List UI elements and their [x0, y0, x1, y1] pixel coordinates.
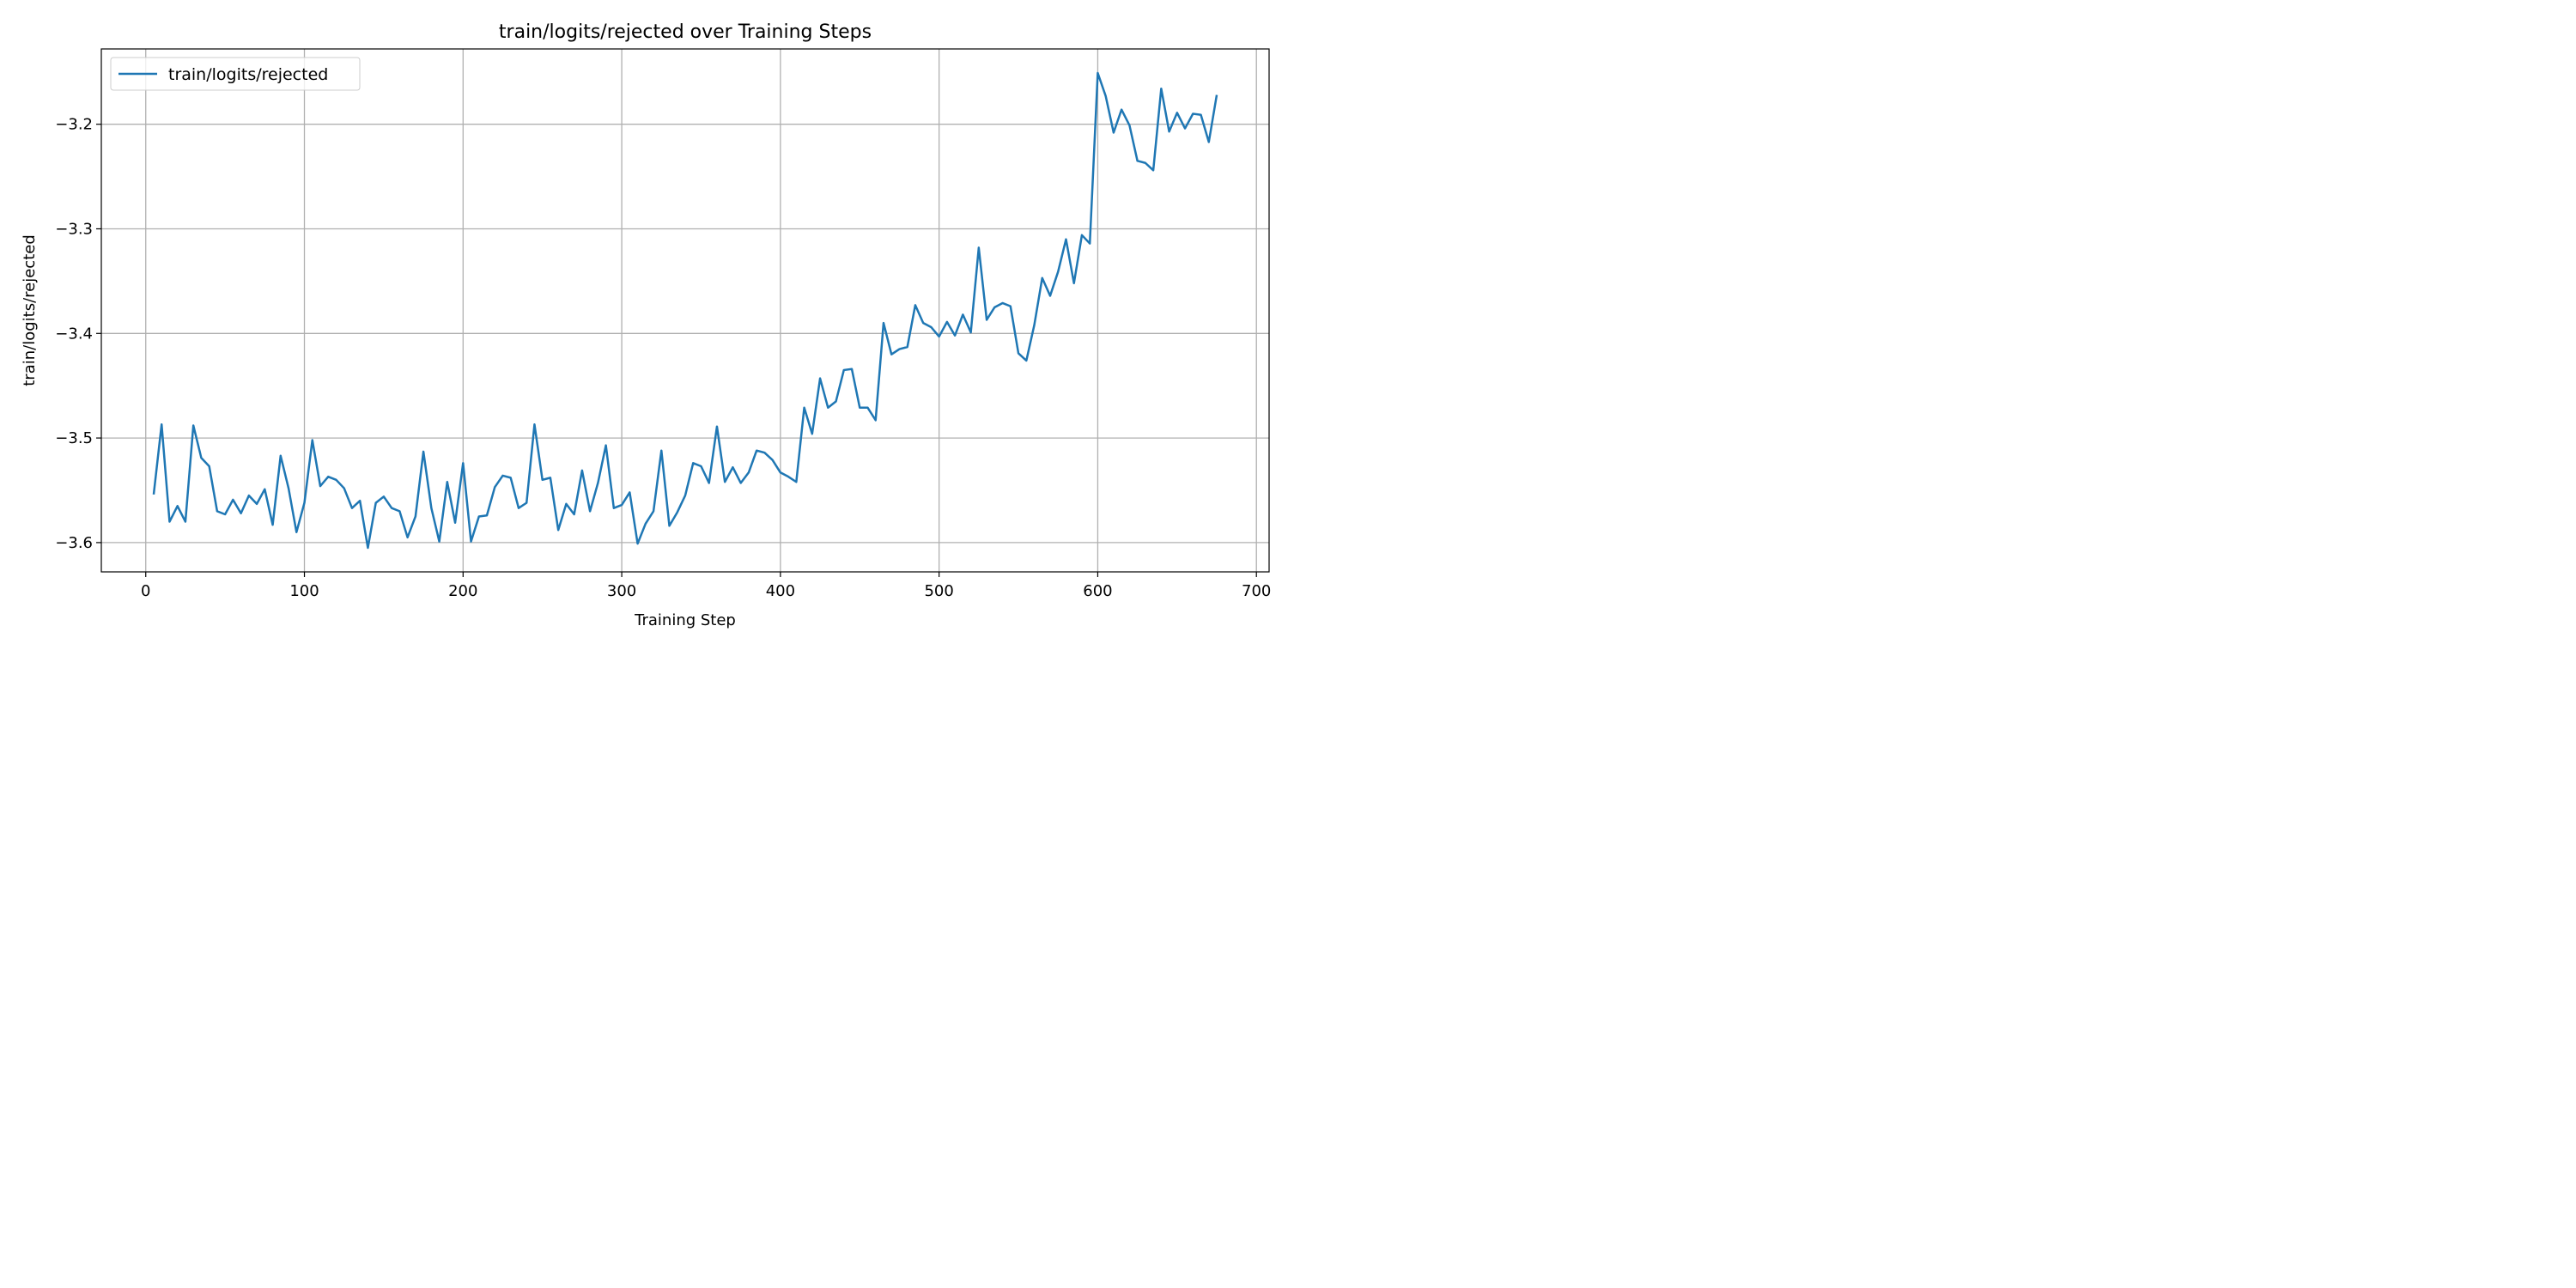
y-tick-label: −3.4	[55, 325, 93, 343]
y-axis-label: train/logits/rejected	[21, 234, 39, 386]
y-tick-label: −3.3	[55, 220, 93, 238]
x-axis-label: Training Step	[634, 611, 736, 629]
legend-box	[110, 57, 361, 91]
legend: train/logits/rejected	[110, 57, 361, 91]
y-tick-label: −3.2	[55, 116, 93, 134]
plot-frame	[100, 48, 1270, 573]
line-chart: 0 100 200 300 400 500 600 700 −3.6 −3.5 −3.4 −3.3 −3…	[0, 0, 1288, 644]
x-tick-label: 300	[607, 582, 636, 600]
y-tick-label: −3.5	[55, 429, 93, 447]
x-tick-label: 500	[924, 582, 953, 600]
grid-lines	[101, 49, 1269, 572]
series-layer	[152, 71, 1218, 550]
series-line-train-logits-rejected	[152, 71, 1218, 550]
x-tick-label: 200	[448, 582, 477, 600]
chart-title: train/logits/rejected over Training Step…	[499, 21, 872, 43]
x-tick-label: 100	[289, 582, 319, 600]
x-tick-label: 600	[1083, 582, 1112, 600]
x-tick-label: 400	[766, 582, 795, 600]
y-tick-label: −3.6	[55, 534, 93, 552]
legend-label: train/logits/rejected	[168, 65, 328, 84]
figure-background	[0, 0, 1288, 644]
x-tick-label: 0	[141, 582, 150, 600]
axis-ticks: 0 100 200 300 400 500 600 700 −3.6 −3.5 −3.4 −3.3 −3…	[55, 116, 1271, 600]
x-tick-label: 700	[1242, 582, 1271, 600]
